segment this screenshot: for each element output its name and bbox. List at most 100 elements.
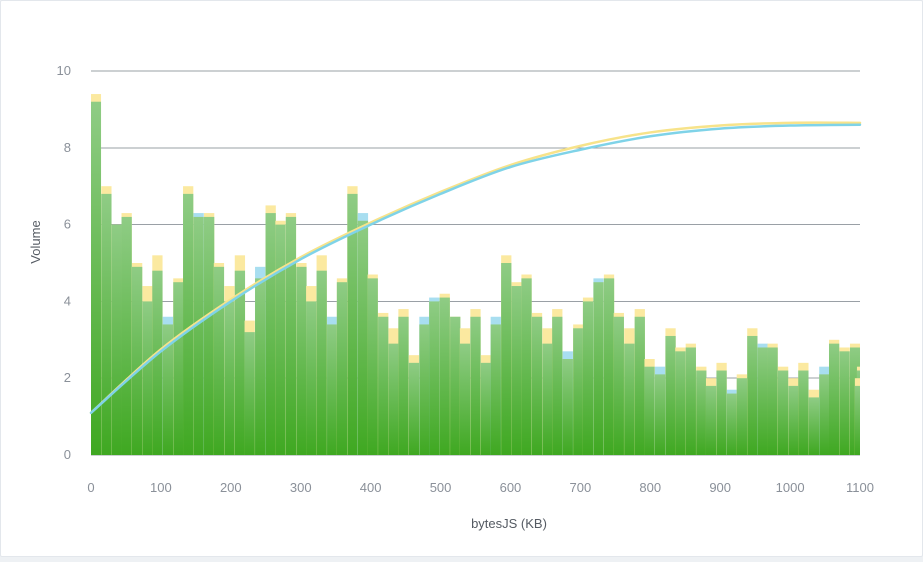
bar-front <box>367 278 378 455</box>
bar-front <box>132 266 143 455</box>
bar-front <box>603 278 615 455</box>
x-tick-label: 1100 <box>846 480 874 495</box>
bar-front <box>224 301 235 455</box>
y-tick-label: 10 <box>57 63 71 78</box>
bar-front <box>624 343 635 455</box>
x-tick-label: 100 <box>150 480 172 495</box>
bar-front <box>573 328 584 455</box>
bar-front <box>808 397 819 455</box>
bar-front <box>91 101 102 455</box>
bar-front <box>480 362 492 455</box>
bar-front <box>777 370 789 455</box>
bar-front <box>244 332 255 455</box>
bar-front <box>582 301 594 455</box>
y-tick-label: 2 <box>64 370 71 385</box>
x-tick-label: 400 <box>360 480 382 495</box>
x-tick-label: 700 <box>570 480 592 495</box>
bar-front <box>531 316 543 455</box>
bar-front <box>173 282 184 455</box>
bar-front <box>459 343 471 455</box>
bar-front <box>296 266 307 455</box>
bar-front <box>716 370 727 455</box>
x-tick-label: 500 <box>430 480 452 495</box>
bar-front <box>854 385 860 455</box>
bar-front <box>183 193 194 455</box>
y-axis-title: Volume <box>28 220 43 263</box>
trend-line <box>89 121 862 415</box>
bar-front <box>213 266 225 455</box>
bar-front <box>234 270 246 455</box>
x-tick-label: 900 <box>709 480 731 495</box>
bar-front <box>593 282 604 455</box>
bar-front <box>839 351 850 455</box>
bar-front <box>828 343 840 455</box>
bars <box>91 94 860 455</box>
x-tick-label: 200 <box>220 480 242 495</box>
bar-front <box>521 278 532 455</box>
y-tick-label: 0 <box>64 447 71 462</box>
x-axis-title: bytesJS (KB) <box>471 516 547 531</box>
x-tick-label: 300 <box>290 480 312 495</box>
bar-front <box>347 193 358 455</box>
bar-front <box>654 374 666 455</box>
bar-front <box>501 263 512 455</box>
trend-line <box>89 123 862 415</box>
bar-front <box>357 220 369 455</box>
bar-front <box>121 216 132 455</box>
bar-front <box>398 316 409 455</box>
bar-front <box>439 297 450 455</box>
bar-front <box>767 347 778 455</box>
bar-front <box>613 316 624 455</box>
bar-front <box>665 335 676 455</box>
y-axis-ticks: 0 2 4 6 8 10 <box>57 63 71 462</box>
bar-front <box>798 370 809 455</box>
bar-front <box>142 301 153 455</box>
x-tick-label: 800 <box>639 480 661 495</box>
bar-front <box>265 213 276 455</box>
bar-front <box>111 224 123 455</box>
bar-front <box>685 347 696 455</box>
bar-front <box>316 270 327 455</box>
bar-front <box>450 316 461 455</box>
bar-front <box>788 385 799 455</box>
bar-front <box>162 324 174 455</box>
trend-lines <box>89 121 862 415</box>
bar-front <box>306 301 317 455</box>
bar-front <box>736 378 747 455</box>
bar-front <box>419 324 430 455</box>
bar-front <box>275 224 286 455</box>
y-tick-label: 8 <box>64 140 71 155</box>
bar-front <box>562 359 573 455</box>
bar-front <box>327 324 338 455</box>
bar-front <box>490 324 501 455</box>
bar-front <box>255 278 266 455</box>
bar-front <box>696 370 707 455</box>
bar-front <box>408 362 420 455</box>
bar-front <box>429 301 440 455</box>
bar-front <box>378 316 389 455</box>
bar-front <box>757 347 768 455</box>
bar-front <box>747 335 758 455</box>
x-tick-label: 1000 <box>776 480 805 495</box>
bar-front <box>726 393 738 455</box>
bar-front <box>204 216 215 455</box>
bar-front <box>542 343 553 455</box>
bar-front <box>819 374 830 455</box>
bar-front <box>101 193 112 455</box>
bar-front <box>644 366 655 455</box>
bar-front <box>470 316 481 455</box>
bar-front <box>336 282 348 455</box>
bar-front <box>675 351 686 455</box>
bar-front <box>193 216 204 455</box>
x-tick-label: 0 <box>87 480 94 495</box>
bar-front <box>705 385 717 455</box>
bar-front <box>285 216 297 455</box>
y-tick-label: 6 <box>64 217 71 232</box>
bar-front <box>152 270 163 455</box>
bar-front <box>634 316 645 455</box>
bar-front <box>552 316 563 455</box>
y-tick-label: 4 <box>64 293 71 308</box>
x-tick-label: 600 <box>500 480 522 495</box>
